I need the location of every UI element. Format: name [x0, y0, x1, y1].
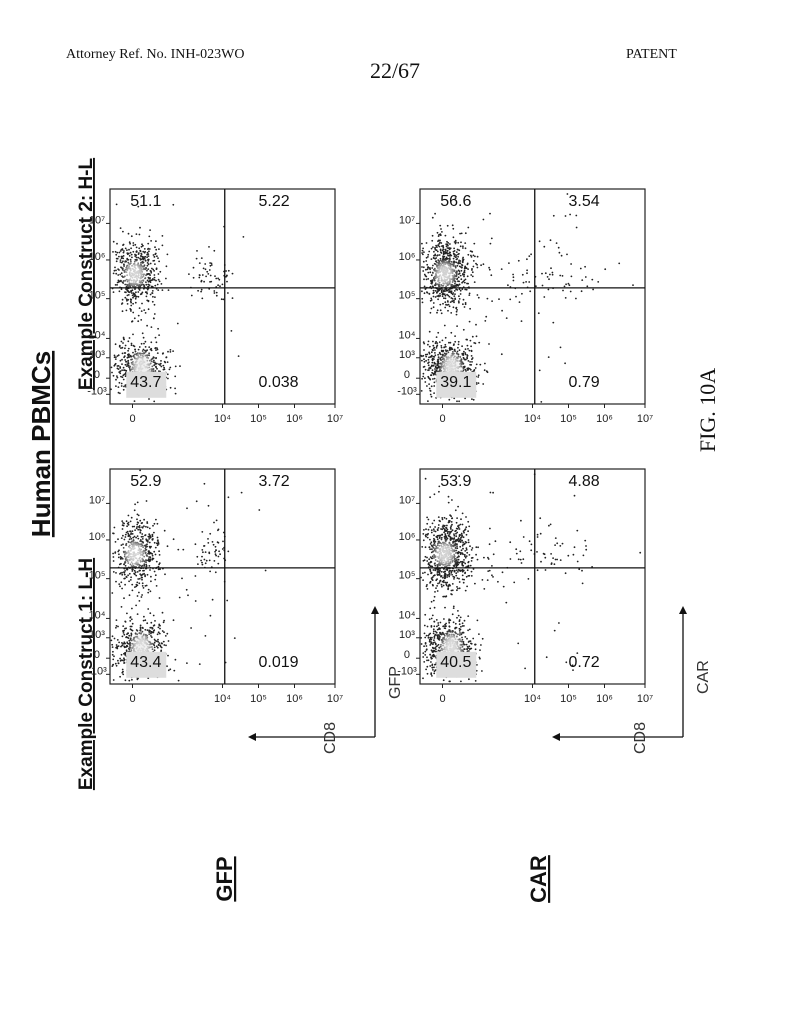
y-tick-label: 10³ — [89, 349, 105, 361]
quadrant-value-lower-right: 0.79 — [569, 374, 600, 391]
quadrant-value-lower-right: 0.72 — [569, 654, 600, 671]
quadrant-value-lower-left: 43.4 — [130, 654, 161, 671]
y-tick-label: 10⁴ — [399, 329, 416, 341]
y-tick-label: 0 — [404, 369, 410, 381]
y-tick-label: 0 — [94, 369, 100, 381]
y-axis-label-car: CD8 — [632, 722, 649, 754]
x-tick-label: 0 — [129, 413, 135, 425]
x-tick-label: 10⁴ — [214, 413, 231, 425]
y-tick-label: 10⁵ — [399, 290, 416, 302]
x-tick-label: 10⁷ — [327, 413, 343, 425]
axis-arrows-car: CD8 CAR — [552, 606, 712, 754]
y-tick-label: 10⁴ — [89, 609, 106, 621]
x-tick-label: 10⁶ — [596, 413, 613, 425]
figure-title: Human PBMCs — [26, 351, 56, 537]
attorney-ref: Attorney Ref. No. INH-023WO — [66, 47, 245, 62]
y-tick-label: -10³ — [397, 665, 417, 677]
x-tick-label: 10⁷ — [637, 413, 653, 425]
x-axis-label-gfp: GFP — [387, 666, 404, 699]
x-tick-label: 10⁷ — [637, 693, 653, 705]
y-tick-label: 10⁷ — [89, 494, 105, 506]
column-label-construct-2: Example Construct 2: H-L — [76, 157, 97, 390]
quadrant-label-bg — [436, 371, 477, 398]
row-label-car: CAR — [526, 855, 551, 903]
y-tick-label: 10⁵ — [89, 570, 106, 582]
x-axis-label-car: CAR — [695, 660, 712, 694]
x-tick-label: 0 — [439, 693, 445, 705]
axis-arrows-gfp: CD8 GFP — [248, 606, 404, 754]
quadrant-value-upper-right: 3.72 — [259, 473, 290, 490]
quadrant-value-lower-left: 39.1 — [440, 374, 471, 391]
quadrant-value-upper-left: 52.9 — [130, 473, 161, 490]
quadrant-value-upper-right: 3.54 — [569, 193, 600, 210]
y-tick-label: -10³ — [87, 385, 107, 397]
x-tick-label: 10⁴ — [214, 693, 231, 705]
flow-panel-4: 56.6 3.54 39.1 0.79 -10³ 0 10³ 10⁴ 10⁵ 10⁶ 10⁷ 0 10⁴… — [397, 188, 653, 425]
y-tick-label: -10³ — [87, 665, 107, 677]
row-label-gfp: GFP — [212, 856, 237, 901]
figure-caption: FIG. 10A — [695, 368, 720, 452]
quadrant-value-upper-left: 56.6 — [440, 193, 471, 210]
x-tick-label: 0 — [439, 413, 445, 425]
quadrant-value-upper-left: 53.9 — [440, 473, 471, 490]
flow-panel-3: 53.9 4.88 40.5 0.72 -10³ 0 10³ 10⁴ 10⁵ 10⁶ 10⁷ 0 10⁴… — [397, 468, 653, 705]
y-tick-label: 10⁴ — [399, 609, 416, 621]
y-tick-label: 10³ — [89, 629, 105, 641]
y-tick-label: 10³ — [399, 349, 415, 361]
quadrant-label-bg — [126, 371, 167, 398]
quadrant-value-lower-right: 0.038 — [259, 374, 299, 391]
y-tick-label: 10⁷ — [399, 214, 415, 226]
patent-label: PATENT — [626, 47, 677, 62]
flow-panel-1: 52.9 3.72 43.4 0.019 -10³ 0 10³ 10⁴ 10⁵ 10⁶ 10⁷ 0 10… — [87, 468, 343, 705]
x-tick-label: 10⁵ — [560, 693, 577, 705]
quadrant-value-lower-left: 40.5 — [440, 654, 471, 671]
quadrant-value-upper-left: 51.1 — [130, 193, 161, 210]
page-number: 22/67 — [369, 58, 421, 83]
x-tick-label: 10⁵ — [560, 413, 577, 425]
x-tick-label: 10⁷ — [327, 693, 343, 705]
y-tick-label: 0 — [404, 649, 410, 661]
quadrant-value-lower-left: 43.7 — [130, 374, 161, 391]
flow-panel-2: 51.1 5.22 43.7 0.038 -10³ 0 10³ 10⁴ 10⁵ 10⁶ 10⁷ 0 10… — [87, 188, 343, 425]
quadrant-label-bg — [436, 651, 477, 678]
quadrant-value-lower-right: 0.019 — [259, 654, 299, 671]
x-tick-label: 10⁴ — [524, 693, 541, 705]
y-tick-label: 10⁷ — [399, 494, 415, 506]
x-tick-label: 10⁵ — [250, 693, 267, 705]
y-tick-label: 10⁶ — [399, 531, 416, 543]
quadrant-label-bg — [126, 651, 167, 678]
y-tick-label: 10⁶ — [89, 531, 106, 543]
x-tick-label: 10⁶ — [286, 693, 303, 705]
y-tick-label: 10⁶ — [399, 251, 416, 263]
x-tick-label: 10⁶ — [596, 693, 613, 705]
y-axis-label-gfp: CD8 — [322, 722, 339, 754]
y-tick-label: 10⁶ — [89, 251, 106, 263]
y-tick-label: 10³ — [399, 629, 415, 641]
y-tick-label: 10⁵ — [399, 570, 416, 582]
column-label-construct-1: Example Construct 1: L-H — [76, 558, 97, 790]
x-tick-label: 0 — [129, 693, 135, 705]
x-tick-label: 10⁶ — [286, 413, 303, 425]
y-tick-label: 0 — [94, 649, 100, 661]
quadrant-value-upper-right: 5.22 — [259, 193, 290, 210]
y-tick-label: 10⁴ — [89, 329, 106, 341]
y-tick-label: 10⁵ — [89, 290, 106, 302]
y-tick-label: -10³ — [397, 385, 417, 397]
x-tick-label: 10⁴ — [524, 413, 541, 425]
quadrant-value-upper-right: 4.88 — [569, 473, 600, 490]
x-tick-label: 10⁵ — [250, 413, 267, 425]
y-tick-label: 10⁷ — [89, 214, 105, 226]
